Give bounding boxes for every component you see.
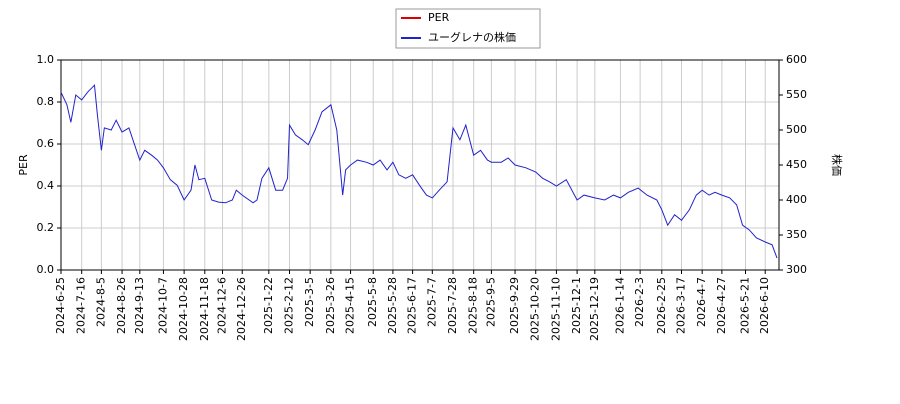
y-axis-label: PER	[17, 154, 30, 176]
x-tick-label: 2024-7-16	[75, 277, 88, 334]
x-tick-label: 2025-9-29	[508, 277, 521, 334]
legend-label: PER	[428, 11, 450, 24]
x-tick-label: 2025-10-20	[529, 277, 542, 341]
y2-tick-label: 400	[786, 193, 807, 206]
x-tick-label: 2024-10-7	[156, 277, 169, 334]
x-tick-label: 2025-5-8	[366, 277, 379, 327]
x-tick-label: 2025-7-28	[446, 277, 459, 334]
x-tick-label: 2026-1-14	[613, 277, 626, 334]
x-tick-label: 2025-1-22	[262, 277, 275, 334]
y-tick-label: 0.8	[37, 95, 55, 108]
x-tick-label: 2026-5-21	[739, 277, 752, 334]
y-tick-label: 0.0	[37, 263, 55, 276]
x-tick-label: 2026-2-3	[633, 277, 646, 327]
x-tick-label: 2026-3-17	[674, 277, 687, 334]
y2-axis-label: 株価	[830, 154, 844, 176]
x-tick-label: 2024-8-5	[94, 277, 107, 327]
y2-tick-label: 450	[786, 158, 807, 171]
y-tick-label: 1.0	[37, 53, 55, 66]
x-tick-label: 2026-4-7	[695, 277, 708, 327]
legend-label: ユーグレナの株価	[428, 30, 516, 44]
x-tick-label: 2024-12-26	[235, 277, 248, 341]
x-tick-label: 2025-5-28	[386, 277, 399, 334]
y-tick-label: 0.2	[37, 221, 55, 234]
x-tick-label: 2024-9-13	[133, 277, 146, 334]
y2-tick-label: 300	[786, 263, 807, 276]
price-line	[60, 84, 778, 259]
y2-tick-label: 500	[786, 123, 807, 136]
legend: PER ユーグレナの株価	[395, 8, 541, 49]
x-tick-label: 2025-7-7	[425, 277, 438, 327]
x-tick-label: 2024-8-26	[115, 277, 128, 334]
x-tick-label: 2025-8-18	[467, 277, 480, 334]
x-tick-label: 2025-2-12	[282, 277, 295, 334]
x-tick-label: 2026-2-25	[655, 277, 668, 334]
x-tick-label: 2024-11-18	[198, 277, 211, 341]
x-tick-label: 2025-3-26	[324, 277, 337, 334]
y-tick-label: 0.4	[37, 179, 55, 192]
x-tick-label: 2024-12-6	[216, 277, 229, 334]
x-tick-label: 2025-12-1	[570, 277, 583, 334]
x-tick-label: 2026-6-10	[758, 277, 771, 334]
plot-frame	[60, 59, 780, 271]
x-tick-label: 2024-10-28	[177, 277, 190, 341]
x-tick-label: 2025-12-19	[588, 277, 601, 341]
x-tick-label: 2026-4-27	[715, 277, 728, 334]
y2-tick-label: 350	[786, 228, 807, 241]
y-tick-label: 0.6	[37, 137, 55, 150]
x-tick-label: 2025-6-17	[406, 277, 419, 334]
x-tick-label: 2025-3-5	[303, 277, 316, 327]
y2-tick-label: 600	[786, 53, 807, 66]
x-tick-label: 2025-9-5	[484, 277, 497, 327]
x-tick-label: 2024-6-25	[54, 277, 67, 334]
legend-box	[395, 8, 541, 49]
y2-tick-label: 550	[786, 88, 807, 101]
x-tick-label: 2025-11-10	[549, 277, 562, 341]
x-tick-label: 2025-4-15	[344, 277, 357, 334]
